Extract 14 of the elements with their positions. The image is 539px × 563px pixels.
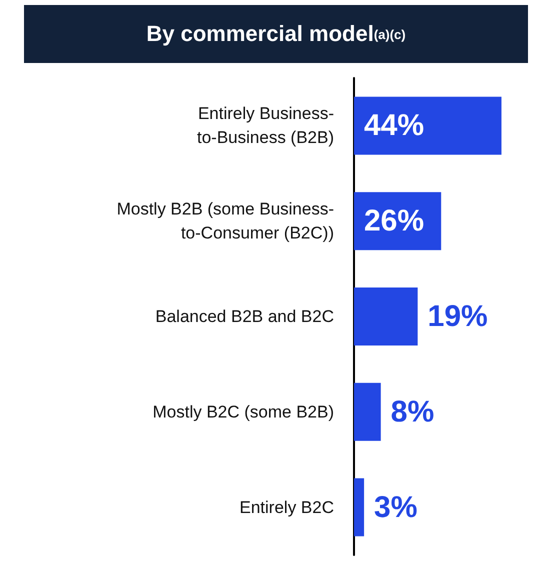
bar <box>354 96 502 155</box>
bar <box>354 478 364 536</box>
y-tick-label: Mostly B2C (some B2B) <box>152 402 334 422</box>
data-label: 19% <box>428 300 488 333</box>
data-label: 44% <box>364 109 424 142</box>
bar <box>354 288 418 346</box>
data-label: 3% <box>374 490 418 524</box>
y-tick-label: Mostly B2B (some Business- to-Consumer (B2C)) <box>116 200 334 243</box>
y-tick-label: Balanced B2B and B2C <box>155 307 334 326</box>
bar <box>354 382 381 441</box>
y-tick-label: Entirely Business- to-Business (B2B) <box>197 104 334 148</box>
data-label: 26% <box>364 204 424 238</box>
data-label: 8% <box>390 395 434 428</box>
y-tick-label: Entirely B2C <box>240 498 334 517</box>
